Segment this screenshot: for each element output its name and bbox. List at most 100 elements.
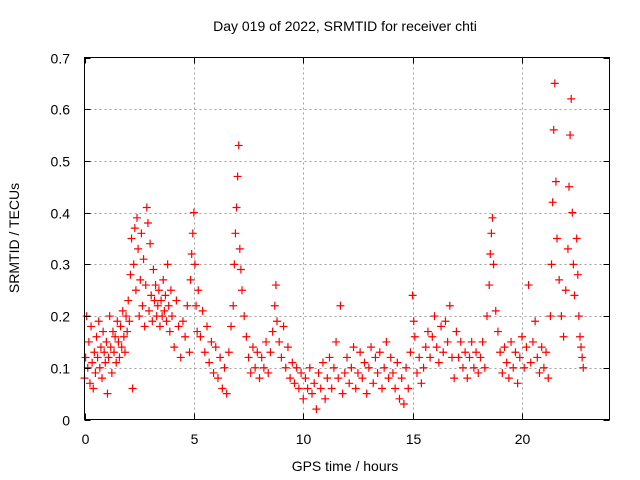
data-point: [312, 405, 321, 414]
data-point: [413, 368, 421, 377]
data-point: [275, 337, 284, 346]
data-point: [147, 291, 156, 300]
data-point: [329, 363, 338, 372]
data-point: [140, 322, 149, 331]
data-point: [174, 322, 183, 331]
y-tick-label: 0.7: [51, 51, 71, 67]
data-point: [185, 348, 194, 357]
data-point: [110, 348, 119, 357]
data-point: [234, 141, 243, 150]
data-point: [149, 265, 158, 274]
data-point: [526, 358, 535, 367]
data-point: [480, 363, 489, 372]
data-point: [161, 291, 170, 300]
data-point: [236, 265, 245, 274]
data-point: [108, 327, 117, 336]
data-point: [281, 363, 290, 372]
data-point: [205, 358, 214, 367]
data-point: [434, 358, 443, 367]
data-point: [209, 368, 218, 377]
data-point: [101, 358, 110, 367]
data-point: [474, 368, 483, 377]
y-tick-label: 0.5: [51, 154, 71, 170]
data-point: [277, 353, 286, 362]
data-point: [574, 312, 583, 321]
data-point: [336, 301, 345, 310]
data-point: [125, 317, 134, 326]
data-point: [500, 343, 509, 352]
data-point: [524, 281, 533, 290]
data-point: [542, 348, 551, 357]
data-point: [290, 379, 299, 388]
y-axis-ticks: 0 0.1 0.2 0.3 0.4 0.5 0.6 0.7: [51, 51, 610, 429]
data-point: [445, 301, 454, 310]
data-point: [98, 374, 106, 383]
data-point: [478, 337, 487, 346]
data-point: [151, 281, 160, 290]
data-point: [567, 94, 576, 103]
data-point: [423, 327, 432, 336]
data-point: [325, 353, 334, 362]
data-point: [483, 312, 491, 321]
data-point: [358, 374, 367, 383]
data-point: [294, 384, 303, 393]
data-point: [569, 260, 578, 269]
data-point: [419, 363, 428, 372]
x-axis-ticks: 0 5 10 15 20: [82, 57, 530, 447]
data-point: [213, 374, 222, 383]
data-point: [351, 384, 360, 393]
y-tick-label: 0.3: [51, 257, 71, 273]
data-point: [148, 317, 157, 326]
data-point: [338, 389, 347, 398]
data-point: [454, 353, 463, 362]
data-point: [259, 363, 268, 372]
data-point: [502, 358, 511, 367]
data-point: [124, 296, 133, 305]
data-point: [347, 363, 356, 372]
data-point: [248, 343, 257, 352]
data-point: [345, 379, 354, 388]
data-point: [127, 234, 136, 243]
data-point: [194, 286, 203, 295]
data-point: [450, 374, 459, 383]
data-point: [142, 203, 151, 212]
data-point: [143, 218, 152, 227]
data-point: [257, 353, 266, 362]
data-point: [230, 260, 239, 269]
data-point: [102, 337, 111, 346]
data-point: [316, 384, 325, 393]
data-point: [577, 343, 586, 352]
data-point: [253, 348, 262, 357]
data-point: [305, 363, 314, 372]
data-point: [155, 322, 164, 331]
data-point: [162, 317, 171, 326]
data-point: [246, 368, 255, 377]
data-point: [134, 244, 143, 253]
data-point: [166, 286, 175, 295]
data-point: [229, 301, 238, 310]
data-point: [378, 384, 386, 393]
data-point: [139, 255, 148, 264]
data-point: [469, 363, 478, 372]
data-point: [486, 250, 495, 259]
data-point: [266, 348, 275, 357]
data-point: [349, 343, 358, 352]
data-point: [441, 317, 450, 326]
data-point: [113, 317, 122, 326]
data-point: [187, 250, 196, 259]
data-point: [271, 281, 280, 290]
data-point: [107, 368, 116, 377]
data-point: [404, 384, 413, 393]
data-point: [373, 368, 382, 377]
data-point: [397, 374, 406, 383]
data-point: [513, 379, 522, 388]
y-tick-label: 0.2: [51, 309, 71, 325]
data-point: [235, 244, 244, 253]
data-point: [522, 343, 531, 352]
data-point: [100, 348, 109, 357]
data-point: [85, 379, 94, 388]
data-point: [421, 343, 430, 352]
data-point: [546, 312, 555, 321]
data-point: [105, 312, 114, 321]
data-point: [573, 270, 582, 279]
